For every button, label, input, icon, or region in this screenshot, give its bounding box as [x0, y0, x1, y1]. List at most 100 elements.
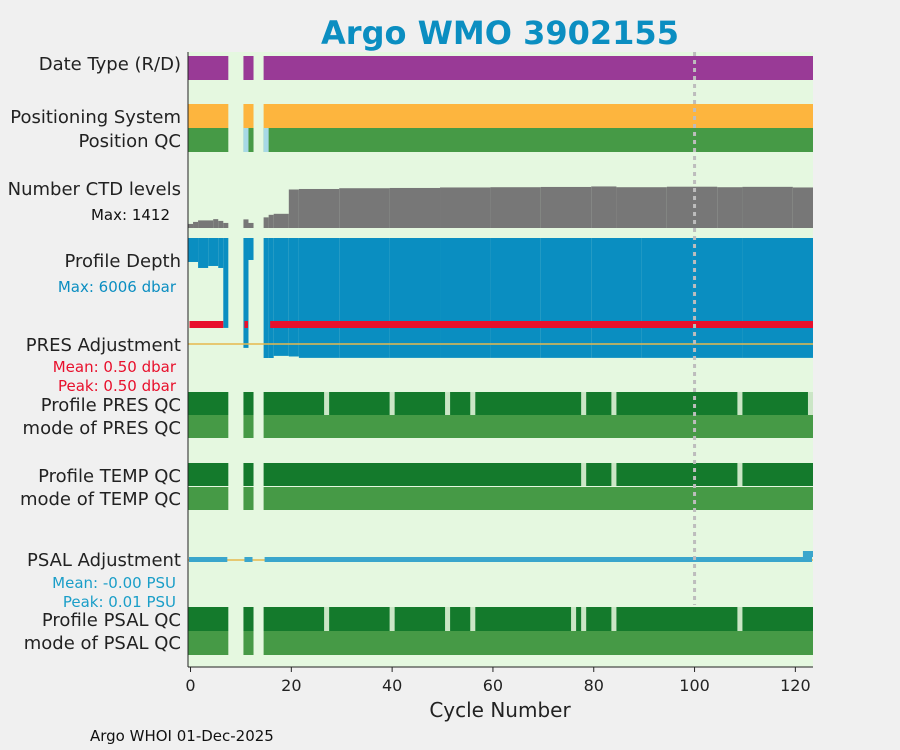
mode-pres-qc-bar — [243, 415, 254, 438]
profile-pres-qc-bar-flag — [737, 392, 743, 415]
ctd-level-bar — [193, 221, 199, 228]
profile-psal-qc-bar-flag — [389, 607, 395, 631]
plot-area-background — [188, 52, 813, 667]
date-type-bar — [188, 56, 229, 80]
ctd-level-bar — [339, 188, 390, 228]
x-tick-label: 100 — [679, 676, 710, 695]
profile-temp-qc-bar-flag — [611, 463, 617, 486]
profile-depth-bar — [188, 238, 199, 262]
mode-psal-qc-bar — [243, 631, 254, 655]
profile-psal-qc-bar-flag — [737, 607, 743, 631]
profile-depth-bar — [298, 238, 340, 358]
profile-temp-qc-bar — [188, 463, 229, 486]
annotation-ctd-max: Max: 1412 — [91, 206, 170, 224]
profile-temp-qc-bar-flag — [737, 463, 743, 486]
profile-psal-qc-bar-flag — [571, 607, 577, 631]
position-qc-bar — [263, 128, 813, 152]
ctd-level-bar — [717, 187, 743, 228]
ctd-level-bar — [792, 187, 813, 228]
ctd-level-bar — [490, 187, 541, 228]
ctd-level-bar — [540, 186, 592, 228]
footer-credit: Argo WHOI 01-Dec-2025 — [90, 727, 274, 745]
profile-depth-bar — [208, 238, 219, 266]
mode-pres-qc-bar — [263, 415, 813, 438]
row-label-ctd-levels: Number CTD levels — [8, 179, 181, 200]
profile-depth-bar — [692, 238, 743, 358]
pres-adjustment-bar — [189, 321, 224, 328]
profile-pres-qc-bar-flag — [445, 392, 451, 415]
profile-pres-qc-bar-flag — [389, 392, 395, 415]
profile-pres-qc-bar-flag — [470, 392, 476, 415]
ctd-level-bar — [198, 220, 214, 228]
profile-depth-bar — [339, 238, 390, 358]
row-label-pres-adjustment: PRES Adjustment — [26, 335, 181, 356]
profile-pres-qc-bar-flag — [807, 392, 813, 415]
x-tick-label: 80 — [584, 676, 604, 695]
profile-depth-bar — [641, 238, 693, 358]
profile-psal-qc-bar-flag — [324, 607, 330, 631]
position-qc-bar-flag — [263, 128, 269, 152]
profile-psal-qc-bar — [243, 607, 254, 631]
row-label-position-qc: Position QC — [78, 131, 181, 152]
row-label-profile-temp-qc: Profile TEMP QC — [38, 466, 181, 487]
positioning-system-bar — [243, 104, 254, 128]
profile-pres-qc-bar-flag — [611, 392, 617, 415]
mode-psal-qc-bar — [263, 631, 813, 655]
profile-depth-bar — [490, 238, 541, 358]
profile-depth-bar — [248, 238, 254, 260]
x-tick-label: 40 — [382, 676, 402, 695]
date-type-bar — [243, 56, 254, 80]
profile-temp-qc-bar — [263, 463, 813, 486]
annotation-depth-max: Max: 6006 dbar — [58, 278, 177, 296]
profile-pres-qc-bar-flag — [581, 392, 587, 415]
ctd-level-bar — [742, 186, 793, 228]
profile-pres-qc-bar — [263, 392, 813, 415]
profile-pres-qc-bar — [243, 392, 254, 415]
x-tick-label: 20 — [281, 676, 301, 695]
mode-temp-qc-bar — [263, 487, 813, 510]
ctd-level-bar — [223, 222, 229, 228]
row-label-mode-temp-qc: mode of TEMP QC — [20, 489, 181, 510]
positioning-system-bar — [263, 104, 813, 128]
profile-psal-qc-bar-flag — [611, 607, 617, 631]
profile-temp-qc-bar-flag — [581, 463, 587, 486]
ctd-level-bar — [288, 189, 299, 228]
profile-depth-bar — [591, 238, 642, 358]
ctd-level-bar — [218, 220, 224, 228]
annotation-pres-peak: Peak: 0.50 dbar — [58, 377, 177, 395]
profile-psal-qc-bar-flag — [470, 607, 476, 631]
ctd-level-bar — [298, 188, 340, 228]
profile-pres-qc-bar-flag — [324, 392, 330, 415]
profile-depth-bar — [540, 238, 592, 358]
annotation-psal-mean: Mean: -0.00 PSU — [52, 574, 176, 592]
position-qc-bar — [188, 128, 229, 152]
ctd-level-bar — [188, 223, 194, 228]
psal-adjustment-bar — [264, 557, 812, 562]
ctd-level-bar — [243, 219, 249, 228]
ctd-level-bar — [263, 217, 269, 228]
row-label-psal-adjustment: PSAL Adjustment — [27, 550, 181, 571]
mode-temp-qc-bar — [243, 487, 254, 510]
row-label-positioning-system: Positioning System — [10, 107, 181, 128]
profile-temp-qc-bar — [243, 463, 254, 486]
ctd-level-bar — [440, 187, 491, 228]
positioning-system-bar — [188, 104, 229, 128]
date-type-bar — [263, 56, 813, 80]
row-label-date-type: Date Type (R/D) — [39, 54, 181, 75]
profile-psal-qc-bar-flag — [445, 607, 451, 631]
profile-depth-bar — [198, 238, 209, 268]
profile-psal-qc-bar — [263, 607, 813, 631]
x-tick-label: 0 — [185, 676, 195, 695]
profile-depth-bar — [389, 238, 441, 358]
row-label-mode-psal-qc: mode of PSAL QC — [24, 633, 181, 654]
mode-psal-qc-bar — [188, 631, 229, 655]
x-tick-label: 120 — [780, 676, 811, 695]
ctd-level-bar — [213, 219, 219, 228]
profile-depth-bar — [263, 238, 269, 358]
psal-adjustment-bar — [802, 551, 813, 557]
profile-pres-qc-bar — [188, 392, 229, 415]
row-label-mode-pres-qc: mode of PRES QC — [23, 418, 181, 439]
profile-depth-bar — [243, 238, 249, 348]
profile-depth-bar — [742, 238, 813, 358]
